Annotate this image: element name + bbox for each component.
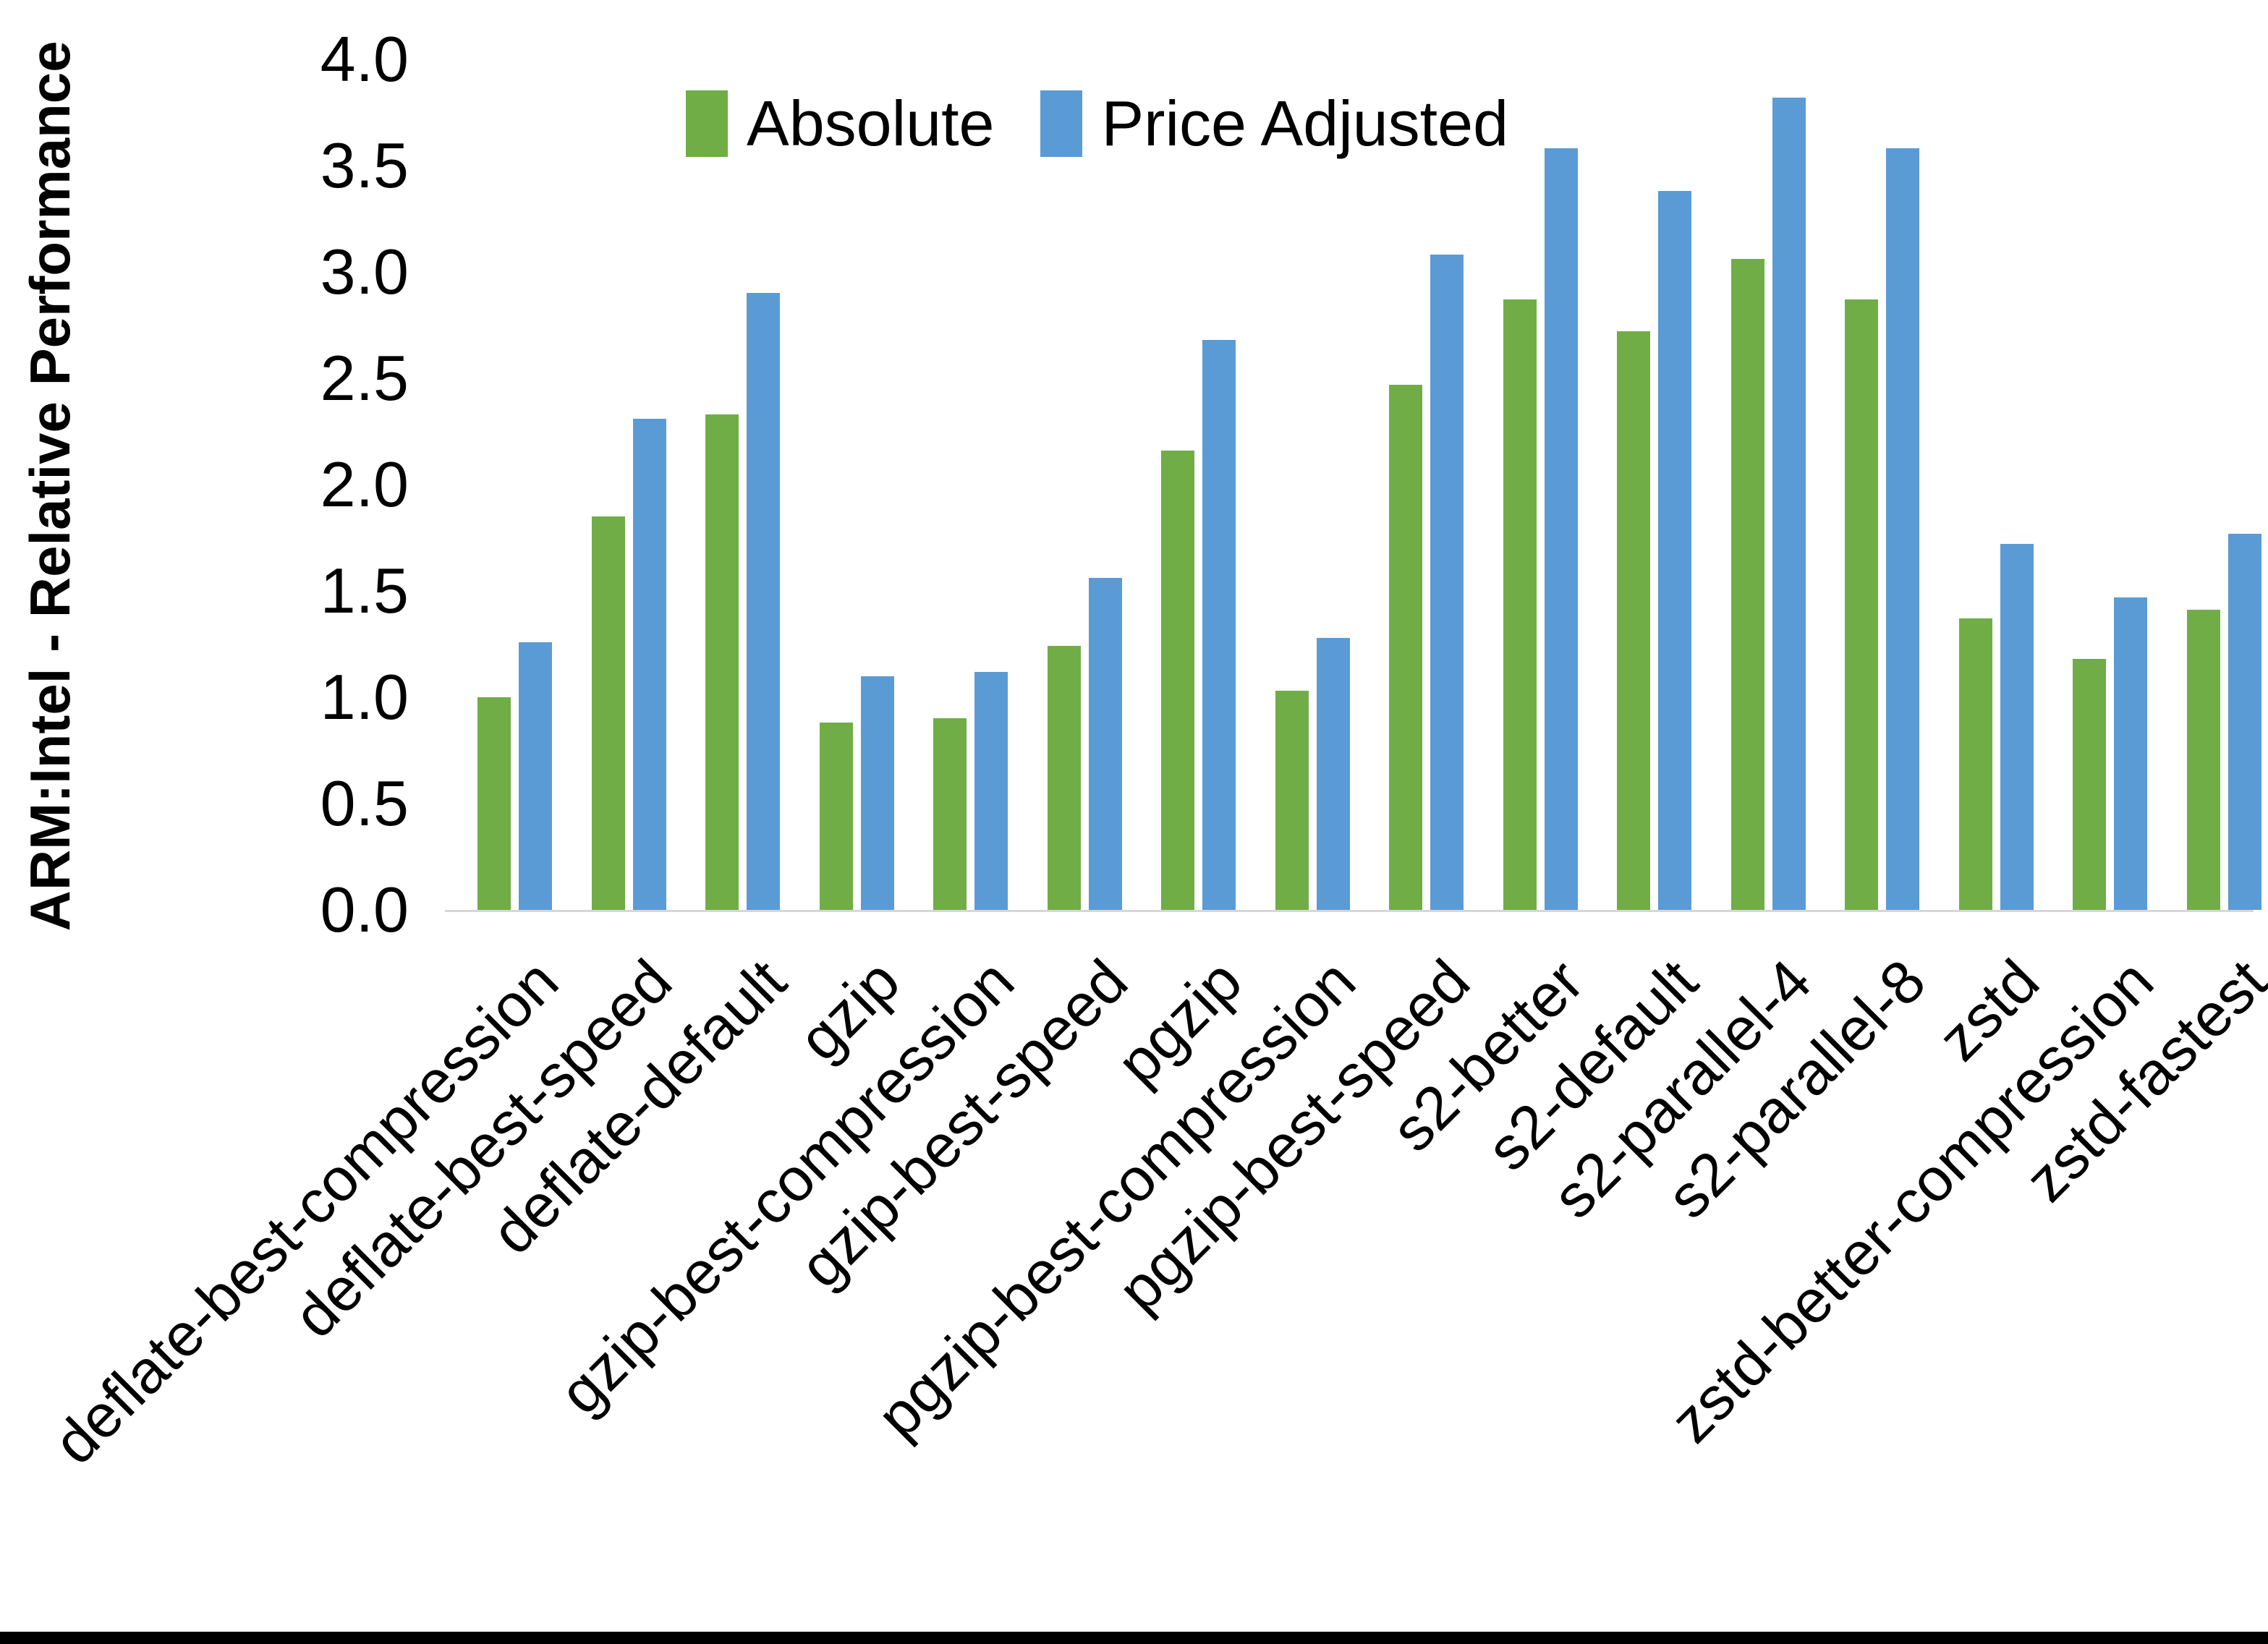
y-tick-label: 1.5 (320, 555, 409, 626)
bar-absolute (1389, 384, 1422, 910)
absolute-series-swatch-icon (686, 90, 728, 157)
bar-price-adjusted (974, 671, 1008, 910)
bar-absolute (1845, 299, 1878, 910)
y-tick-label: 3.0 (320, 236, 409, 307)
bar-absolute (933, 718, 967, 910)
bar-price-adjusted (519, 642, 552, 910)
legend-label-absolute: Absolute (747, 88, 995, 159)
bar-price-adjusted (1202, 340, 1236, 910)
bar-price-adjusted (1772, 97, 1806, 910)
bar-price-adjusted (632, 418, 666, 910)
bar-price-adjusted (1544, 148, 1578, 910)
bar-price-adjusted (1316, 637, 1350, 910)
bar-price-adjusted (860, 676, 894, 910)
x-axis-line (445, 910, 2254, 912)
bar-absolute (1617, 331, 1650, 910)
bar-absolute (477, 697, 511, 910)
y-tick-label: 1.0 (320, 661, 409, 733)
y-tick-label: 4.0 (320, 23, 409, 95)
price-adjusted-series-swatch-icon (1040, 90, 1083, 157)
legend: Absolute Price Adjusted (686, 87, 1508, 161)
bar-absolute (2073, 659, 2106, 910)
bar-absolute (2186, 610, 2220, 910)
bar-price-adjusted (2227, 533, 2261, 910)
bar-price-adjusted (747, 293, 780, 910)
legend-item-price-adjusted: Price Adjusted (1040, 87, 1508, 161)
bar-price-adjusted (2000, 544, 2034, 910)
bar-absolute (1958, 618, 1992, 910)
bar-absolute (1730, 259, 1764, 910)
y-tick-label: 0.5 (320, 767, 409, 839)
y-tick-label: 2.0 (320, 448, 409, 520)
bar-price-adjusted (1088, 578, 1122, 910)
bar-absolute (705, 414, 739, 910)
bar-price-adjusted (2114, 597, 2147, 910)
bar-price-adjusted (1658, 191, 1691, 910)
bottom-border-bar (0, 1632, 2268, 1644)
y-tick-label: 0.0 (320, 874, 409, 945)
y-tick-label: 3.5 (320, 129, 409, 201)
bar-absolute (819, 723, 853, 910)
bar-price-adjusted (1886, 148, 1919, 910)
legend-label-price-adjusted: Price Adjusted (1101, 88, 1509, 159)
y-tick-label: 2.5 (320, 342, 409, 414)
bar-absolute (591, 516, 625, 910)
bar-absolute (1161, 450, 1194, 910)
plot-area (449, 59, 2261, 910)
bar-price-adjusted (1430, 255, 1464, 910)
bar-absolute (1047, 646, 1081, 910)
bar-absolute (1503, 299, 1537, 910)
bar-absolute (1275, 691, 1309, 910)
y-axis-title: ARM:Intel - Relative Performance (18, 41, 82, 932)
legend-item-absolute: Absolute (686, 87, 994, 161)
